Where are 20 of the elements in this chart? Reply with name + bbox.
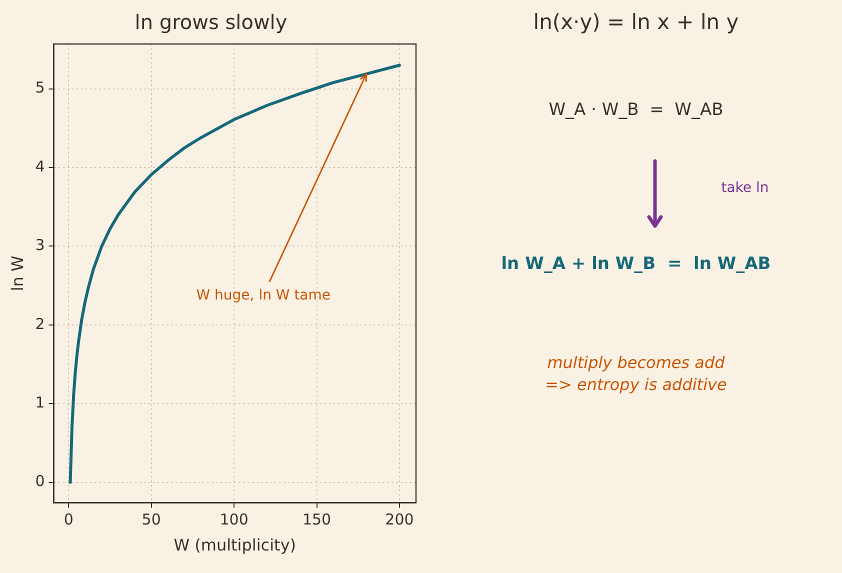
y-tick-label: 4 [35,157,45,176]
y-tick-label: 3 [35,236,45,254]
x-tick-label: 150 [302,510,332,529]
text: ln(x·y) = ln x + ln y [532,10,740,34]
text: take ln [720,180,770,196]
x-tick-label: 100 [220,510,248,529]
y-tick-label: 2 [35,314,45,333]
x-tick-label: 0 [64,510,74,529]
y-tick-label: 5 [35,78,45,97]
text: ln W_A + ln W_B = ln W_AB [500,254,772,274]
text: multiply becomes add => entropy is additive [544,352,728,396]
y-tick-label: 1 [35,394,45,412]
y-axis-title: ln W [8,255,27,292]
chart-title: ln grows slowly [134,10,288,34]
text: W_A · W_B = W_AB [548,100,724,120]
x-tick-label: 50 [142,510,161,529]
x-tick-label: 200 [385,510,414,529]
annotation: W huge, ln W tame [196,288,331,304]
y-tick-label: 0 [35,472,45,490]
x-axis-title: W (multiplicity) [174,536,296,555]
